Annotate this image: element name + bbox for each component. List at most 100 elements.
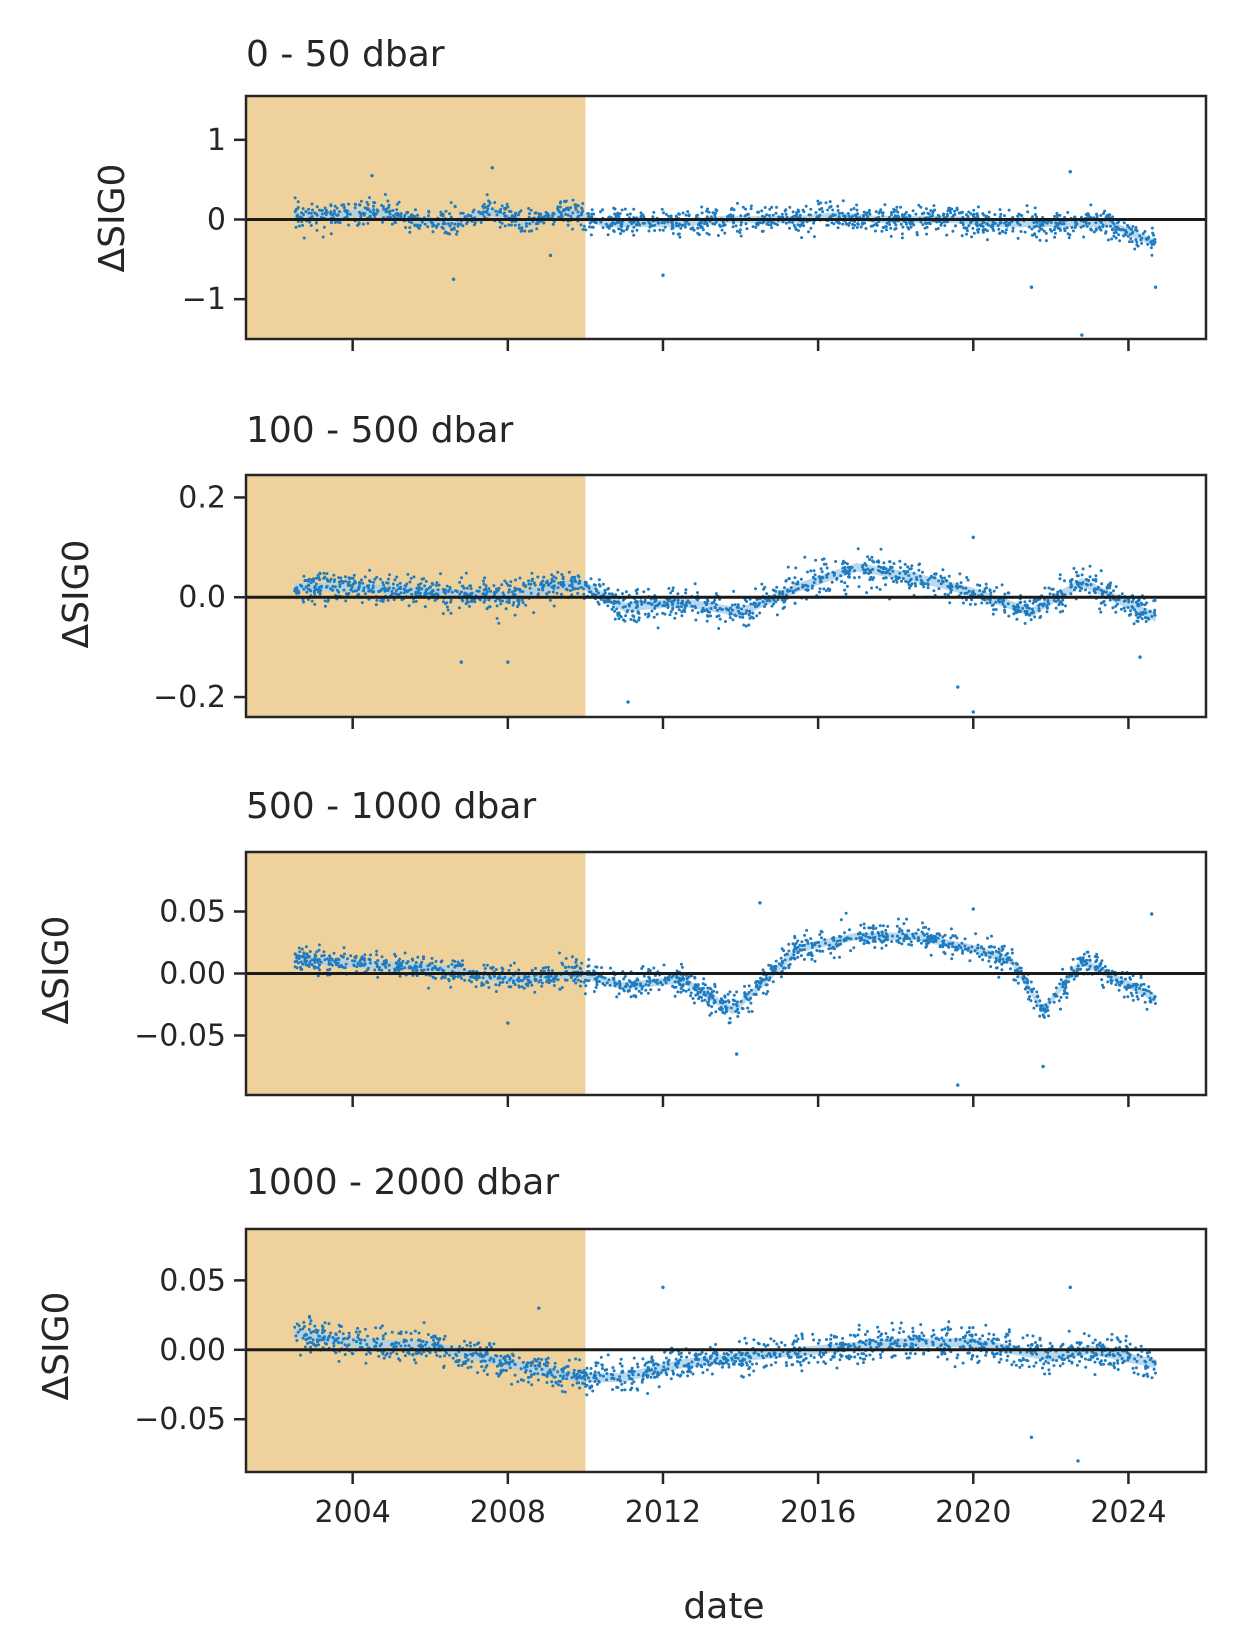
data-point xyxy=(734,614,738,618)
data-point xyxy=(993,213,997,217)
data-point xyxy=(714,211,718,215)
data-point xyxy=(627,979,631,983)
data-point xyxy=(328,954,332,958)
data-point xyxy=(784,579,788,583)
data-point xyxy=(853,576,856,580)
data-point xyxy=(707,210,711,214)
data-point xyxy=(320,954,324,958)
data-point xyxy=(863,939,866,942)
data-point xyxy=(991,612,995,616)
data-point xyxy=(733,603,737,607)
data-point xyxy=(1116,1359,1119,1363)
data-point xyxy=(617,617,621,621)
data-point xyxy=(992,1333,996,1337)
data-point xyxy=(844,938,848,942)
data-point xyxy=(683,225,687,229)
data-point xyxy=(623,207,627,211)
data-point xyxy=(806,570,809,574)
panel-title: 1000 - 2000 dbar xyxy=(246,1162,559,1203)
data-point xyxy=(791,210,795,214)
data-point xyxy=(679,1355,683,1359)
data-point xyxy=(818,208,822,211)
data-point xyxy=(650,609,654,613)
data-point xyxy=(945,233,949,237)
data-point xyxy=(1051,593,1055,597)
data-point xyxy=(433,598,437,602)
data-point xyxy=(834,560,838,563)
data-point xyxy=(677,232,681,236)
data-point xyxy=(641,964,645,968)
data-point xyxy=(478,598,482,602)
data-point xyxy=(471,210,475,214)
data-point xyxy=(959,946,963,950)
data-point xyxy=(466,1366,470,1370)
data-point xyxy=(972,591,975,595)
data-point xyxy=(467,978,471,982)
data-point xyxy=(351,959,354,963)
data-point xyxy=(1000,948,1004,952)
data-point xyxy=(311,1330,315,1334)
data-point xyxy=(482,210,486,214)
data-point xyxy=(769,223,773,227)
data-point xyxy=(551,222,555,226)
data-point xyxy=(726,999,730,1003)
data-point xyxy=(530,579,534,583)
data-point xyxy=(430,968,434,971)
data-point xyxy=(1040,603,1044,607)
data-point xyxy=(707,996,711,999)
data-point xyxy=(914,931,918,935)
data-point xyxy=(668,613,672,617)
data-point xyxy=(308,220,312,224)
data-point xyxy=(771,588,775,592)
data-point xyxy=(349,954,353,958)
data-point xyxy=(1136,604,1140,608)
data-point xyxy=(685,604,688,607)
data-point xyxy=(359,215,363,219)
data-point xyxy=(1083,959,1087,963)
data-point xyxy=(1072,567,1076,570)
data-point xyxy=(788,205,792,209)
data-point xyxy=(907,943,911,946)
data-point xyxy=(1056,590,1060,594)
data-point xyxy=(1000,945,1004,949)
data-point xyxy=(294,225,298,229)
data-point xyxy=(507,598,511,602)
data-point xyxy=(984,228,988,232)
data-point xyxy=(783,966,787,970)
data-point xyxy=(892,580,895,583)
data-point xyxy=(861,933,865,937)
data-point xyxy=(673,994,677,998)
data-point xyxy=(1144,616,1148,620)
data-point xyxy=(870,586,873,590)
data-point xyxy=(703,983,707,987)
data-point xyxy=(784,221,788,225)
data-point xyxy=(657,988,661,992)
data-point xyxy=(1131,230,1135,234)
data-point xyxy=(738,228,742,232)
data-point xyxy=(775,205,778,209)
data-point xyxy=(796,229,800,232)
data-point xyxy=(780,1341,783,1344)
data-point xyxy=(541,584,545,588)
data-point xyxy=(384,207,388,211)
data-point xyxy=(534,966,537,970)
data-point xyxy=(653,229,657,232)
data-point xyxy=(300,211,304,215)
data-point xyxy=(611,605,615,609)
data-point xyxy=(895,580,899,584)
data-point xyxy=(743,992,747,995)
data-point xyxy=(713,606,717,610)
data-point xyxy=(469,214,473,218)
data-point xyxy=(809,951,813,955)
data-point xyxy=(546,215,550,219)
data-point xyxy=(792,948,796,952)
data-point xyxy=(811,1332,815,1336)
data-point xyxy=(371,584,375,588)
data-point xyxy=(885,221,889,225)
data-point xyxy=(560,1384,564,1388)
data-point xyxy=(399,214,403,218)
data-point xyxy=(729,208,733,211)
data-point xyxy=(749,602,753,606)
data-point xyxy=(1122,995,1126,999)
data-point xyxy=(890,940,894,943)
